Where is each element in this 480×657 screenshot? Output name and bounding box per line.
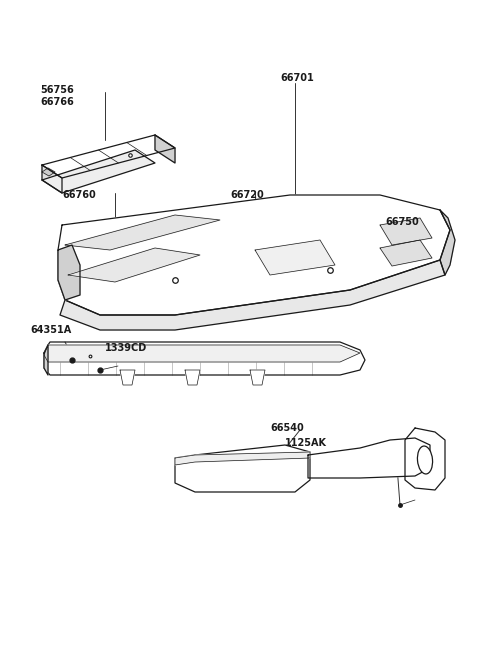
Polygon shape bbox=[308, 438, 430, 478]
Polygon shape bbox=[65, 215, 220, 250]
Polygon shape bbox=[42, 168, 55, 176]
Polygon shape bbox=[255, 240, 335, 275]
Text: 56756: 56756 bbox=[40, 85, 74, 95]
Text: 64351A: 64351A bbox=[30, 325, 71, 335]
Text: 66760: 66760 bbox=[62, 190, 96, 200]
Polygon shape bbox=[175, 445, 310, 492]
Polygon shape bbox=[58, 245, 80, 300]
Polygon shape bbox=[44, 345, 48, 375]
Polygon shape bbox=[250, 370, 265, 385]
Polygon shape bbox=[155, 135, 175, 163]
Text: 1125AK: 1125AK bbox=[285, 438, 327, 448]
Text: 1339CD: 1339CD bbox=[105, 343, 147, 353]
Polygon shape bbox=[120, 370, 135, 385]
Polygon shape bbox=[380, 218, 432, 245]
Polygon shape bbox=[44, 345, 360, 362]
Polygon shape bbox=[44, 342, 365, 375]
Polygon shape bbox=[380, 240, 432, 266]
Polygon shape bbox=[42, 150, 155, 193]
Text: 66766: 66766 bbox=[40, 97, 74, 107]
Polygon shape bbox=[185, 370, 200, 385]
Text: 66750: 66750 bbox=[385, 217, 419, 227]
Polygon shape bbox=[60, 260, 445, 330]
Text: 66720: 66720 bbox=[230, 190, 264, 200]
Polygon shape bbox=[175, 452, 310, 465]
Polygon shape bbox=[440, 210, 455, 275]
Polygon shape bbox=[42, 135, 175, 178]
Text: 66540: 66540 bbox=[270, 423, 304, 433]
Ellipse shape bbox=[418, 446, 432, 474]
Text: 66701: 66701 bbox=[280, 73, 314, 83]
Polygon shape bbox=[68, 248, 200, 282]
Polygon shape bbox=[58, 195, 450, 315]
Polygon shape bbox=[405, 428, 445, 490]
Polygon shape bbox=[42, 165, 62, 193]
